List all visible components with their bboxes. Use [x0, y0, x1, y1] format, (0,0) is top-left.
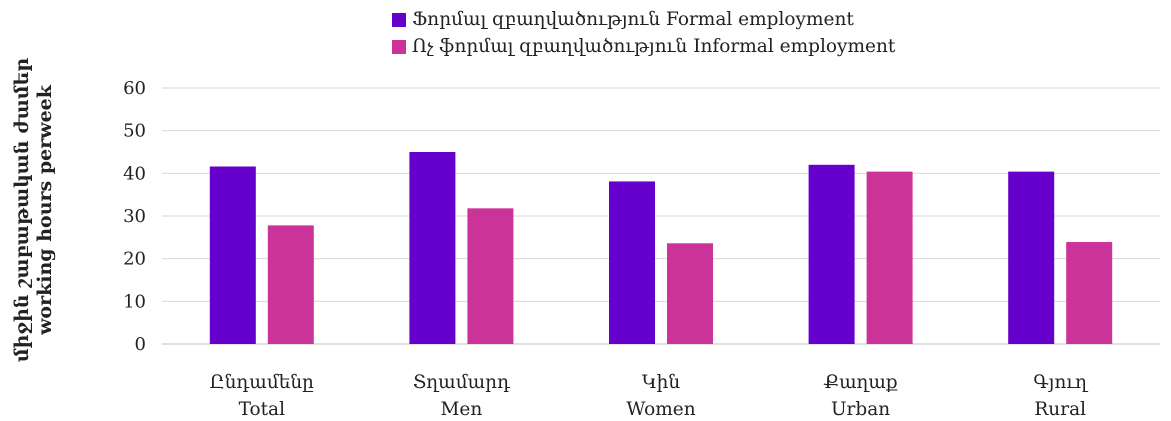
legend-swatch-informal [392, 39, 406, 54]
category-label-armenian: Կին [642, 372, 681, 393]
bar-informal-women [667, 243, 713, 344]
y-tick-labels: 0 10 20 30 40 50 60 [123, 78, 146, 355]
y-tick-label: 30 [123, 206, 146, 227]
y-tick-label: 50 [123, 121, 146, 142]
bar-formal-total [209, 166, 256, 344]
y-tick-label: 20 [123, 249, 146, 270]
bar-formal-women [609, 181, 655, 344]
legend-item-informal: Ոչ ֆորմալ զբաղվածություն Informal employ… [392, 33, 895, 60]
category-label-english: Women [626, 399, 695, 420]
bar-informal-men [467, 208, 514, 344]
legend-label-informal: Ոչ ֆորմալ զբաղվածություն Informal employ… [412, 36, 896, 57]
legend-item-formal: Ֆորմալ զբաղվածություն Formal employment [392, 6, 895, 33]
y-tick-label: 0 [135, 334, 146, 355]
category-label-armenian: Ընդամենը [210, 372, 314, 393]
category-label-english: Urban [831, 399, 890, 420]
bar-formal-rural [1008, 171, 1055, 344]
bar-informal-total [267, 225, 314, 344]
category-label-armenian: Քաղաք [823, 372, 897, 393]
y-tick-label: 60 [123, 78, 146, 99]
bars [209, 152, 1113, 344]
category-label-english: Total [239, 399, 286, 420]
bar-informal-urban [866, 171, 913, 344]
category-label-armenian: Գյուղ [1033, 372, 1088, 393]
y-tick-label: 10 [123, 291, 146, 312]
bar-formal-urban [808, 164, 855, 344]
legend-swatch-formal [392, 12, 406, 27]
y-tick-label: 40 [123, 163, 146, 184]
legend-label-formal: Ֆորմալ զբաղվածություն Formal employment [412, 9, 854, 30]
category-label-armenian: Տղամարդ [413, 372, 511, 393]
bar-formal-men [409, 152, 456, 344]
bar-informal-rural [1066, 242, 1113, 344]
category-label-english: Men [440, 399, 482, 420]
category-labels: Ընդամենը Total Տղամարդ Men Կին Women Քաղաք Urba… [210, 372, 1089, 420]
category-label-english: Rural [1034, 399, 1086, 420]
legend: Ֆորմալ զբաղվածություն Formal employment … [392, 6, 895, 60]
gridlines [162, 87, 1160, 345]
